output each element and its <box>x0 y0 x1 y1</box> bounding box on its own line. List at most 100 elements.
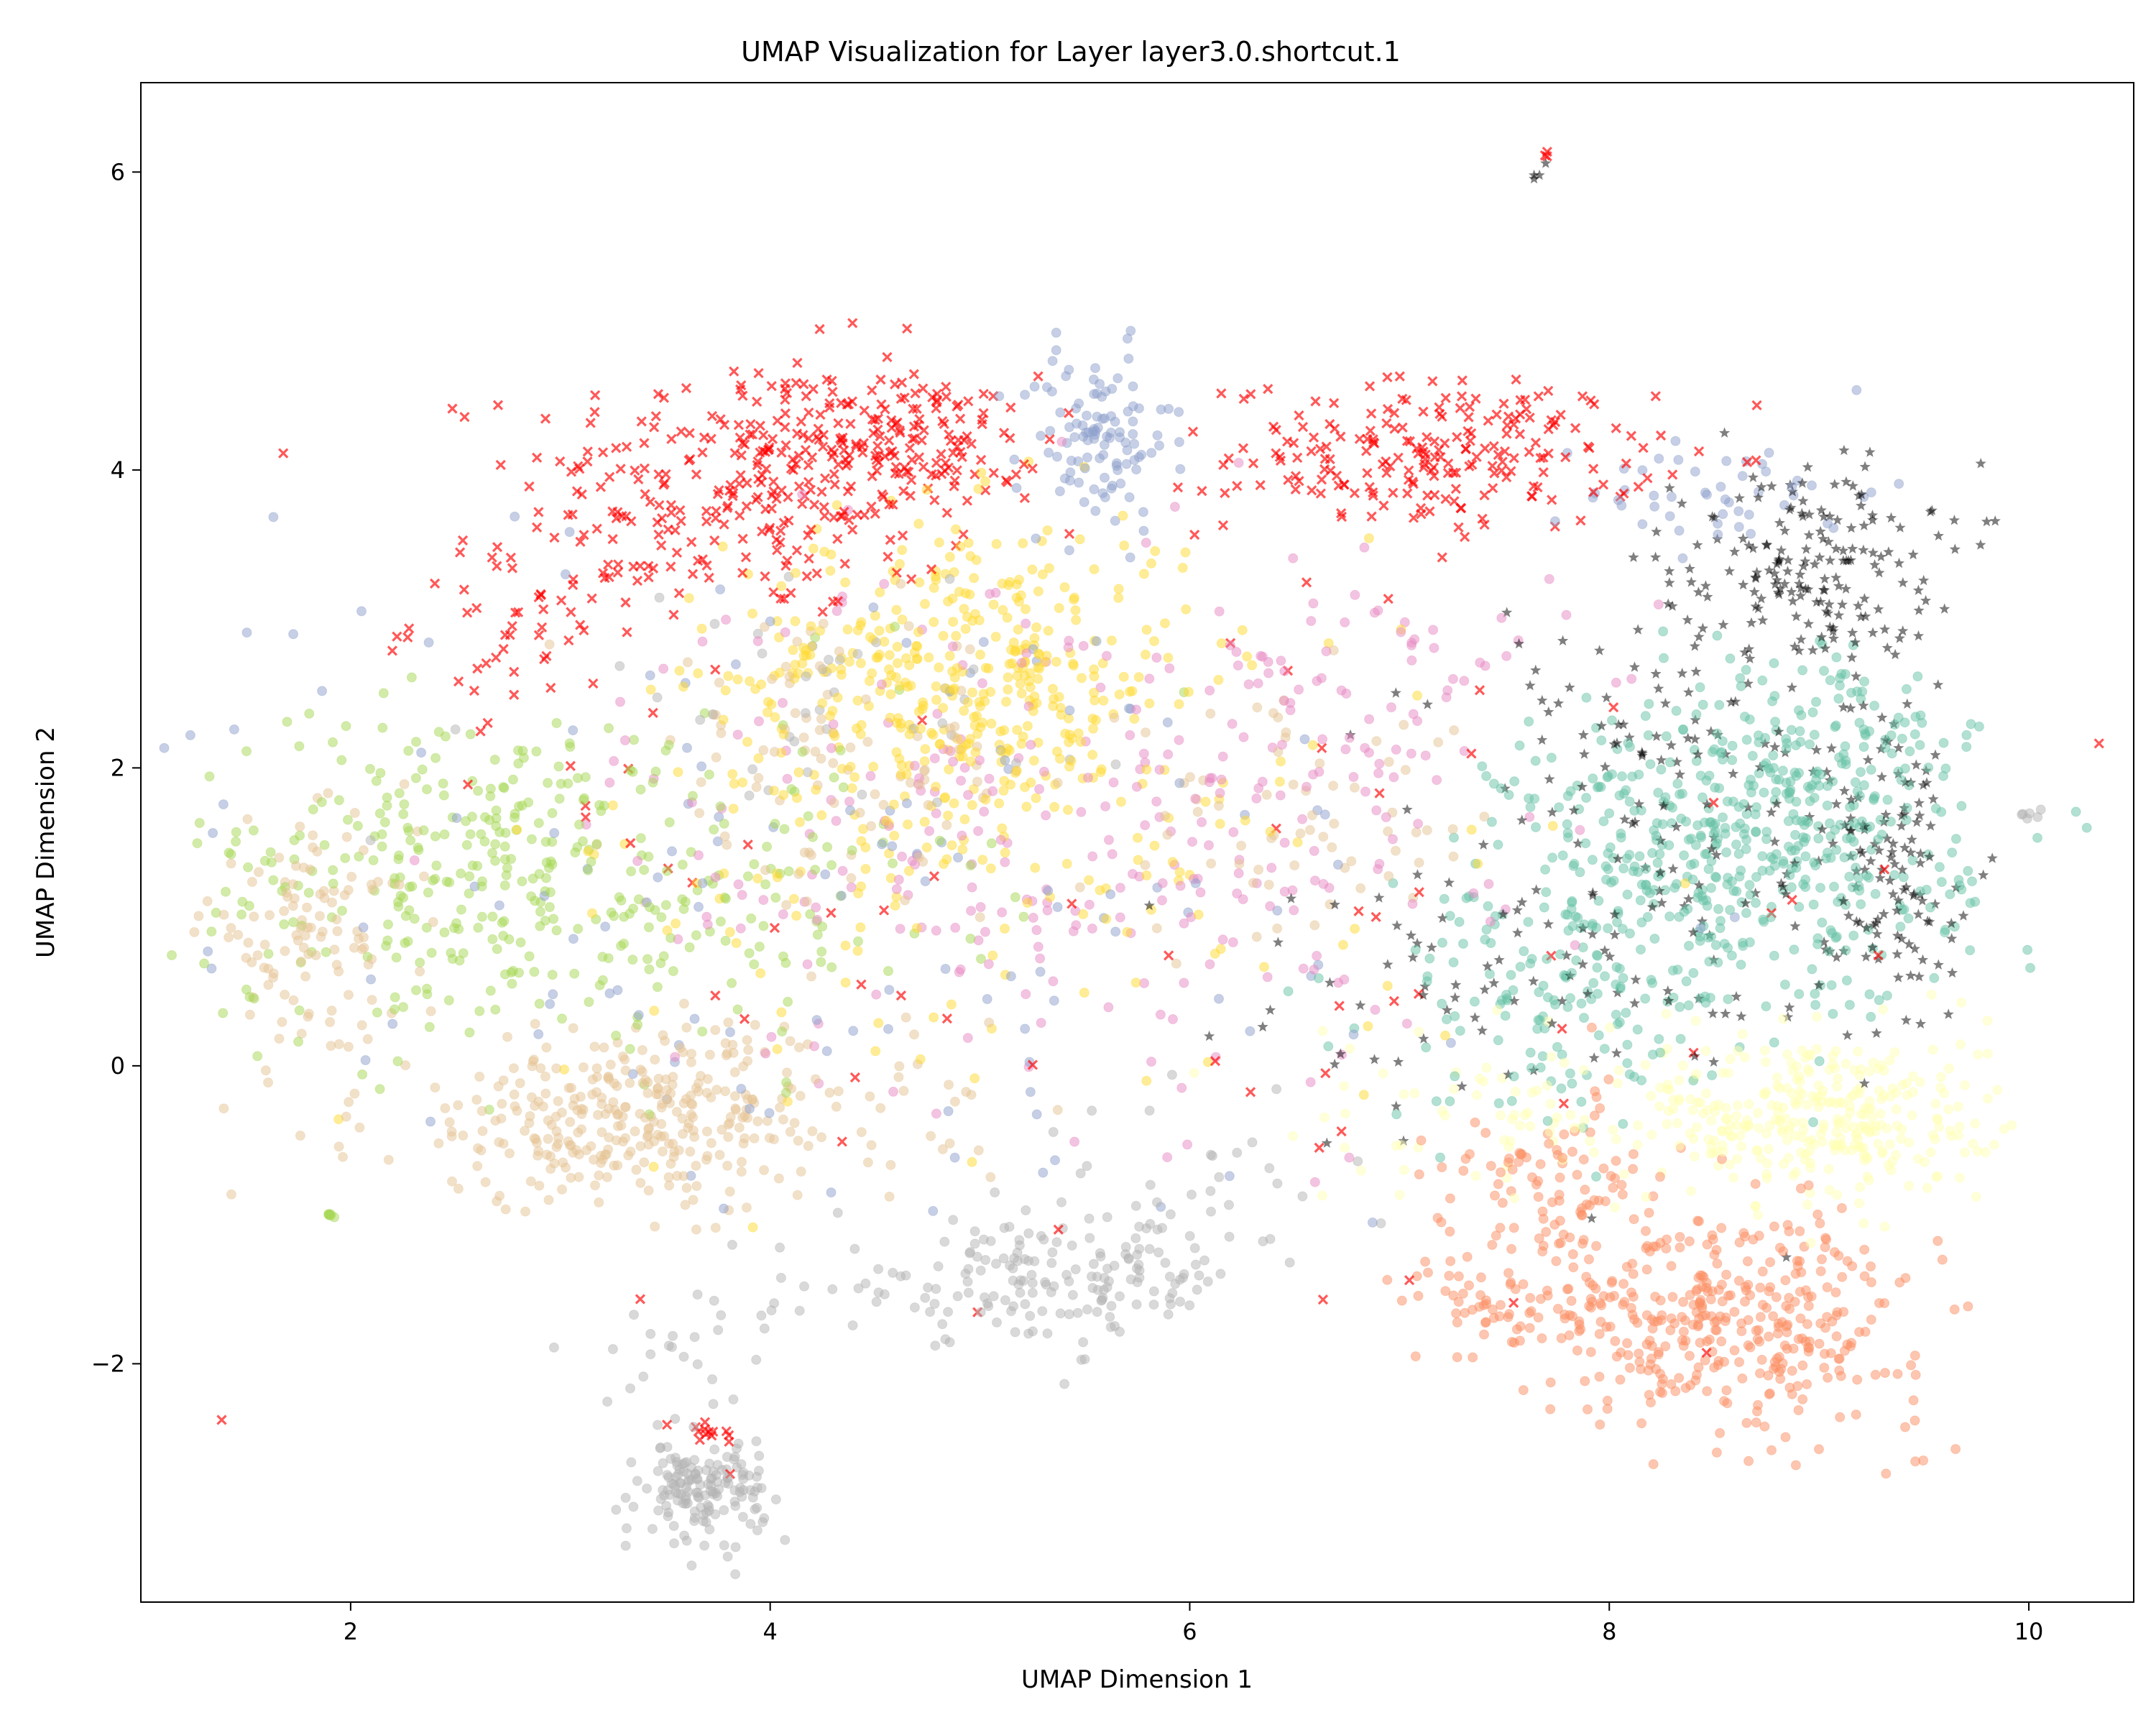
scatter-point-series-10 <box>1689 733 1701 745</box>
scatter-point-series-5 <box>446 1126 457 1137</box>
scatter-point-series-1 <box>1721 456 1732 466</box>
scatter-point-series-6 <box>1084 1233 1095 1243</box>
scatter-point-series-2 <box>904 660 915 671</box>
scatter-point-series-7 <box>1634 851 1645 862</box>
scatter-point-series-2 <box>849 772 860 783</box>
scatter-point-series-1 <box>1047 356 1058 367</box>
scatter-point-series-5 <box>1162 829 1173 840</box>
scatter-point-series-0 <box>758 430 769 441</box>
scatter-point-series-2 <box>885 689 896 699</box>
scatter-point-series-9 <box>1897 1124 1907 1135</box>
scatter-point-series-5 <box>816 714 826 724</box>
scatter-point-series-1 <box>715 584 726 594</box>
scatter-point-series-2 <box>1069 592 1079 603</box>
scatter-point-series-2 <box>1084 875 1095 886</box>
scatter-point-series-2 <box>855 658 866 668</box>
scatter-point-series-3 <box>1233 457 1244 468</box>
scatter-point-series-2 <box>1055 702 1066 713</box>
scatter-point-series-0 <box>937 415 948 427</box>
scatter-point-series-10 <box>1731 990 1742 1002</box>
scatter-point-series-3 <box>1475 657 1485 668</box>
scatter-point-series-8 <box>1595 1103 1606 1113</box>
scatter-point-series-7 <box>1768 854 1779 865</box>
scatter-point-series-8 <box>1537 1246 1548 1257</box>
scatter-point-series-10 <box>1899 808 1910 819</box>
scatter-point-series-6 <box>653 1466 663 1476</box>
scatter-point-series-3 <box>1263 668 1274 678</box>
scatter-point-series-3 <box>1373 864 1383 875</box>
scatter-point-series-5 <box>303 1008 314 1019</box>
scatter-point-series-5 <box>862 1157 873 1168</box>
scatter-point-series-8 <box>1793 1405 1804 1415</box>
scatter-point-series-1 <box>1066 456 1077 466</box>
scatter-point-series-3 <box>632 855 643 866</box>
scatter-point-series-3 <box>1228 827 1239 837</box>
scatter-point-series-5 <box>701 1154 711 1165</box>
scatter-point-series-7 <box>1893 766 1904 777</box>
scatter-point-series-4 <box>282 717 292 727</box>
scatter-point-series-5 <box>259 939 270 950</box>
scatter-point-series-8 <box>1755 1368 1765 1379</box>
scatter-point-series-1 <box>451 813 462 824</box>
scatter-point-series-4 <box>405 835 416 846</box>
scatter-point-series-9 <box>1955 1039 1966 1050</box>
scatter-point-series-8 <box>1771 1292 1782 1302</box>
scatter-point-series-1 <box>1069 432 1080 443</box>
scatter-point-series-7 <box>1803 816 1813 827</box>
scatter-point-series-8 <box>1755 1312 1766 1322</box>
scatter-point-series-7 <box>1741 665 1751 675</box>
scatter-point-series-8 <box>1709 1362 1720 1373</box>
scatter-point-series-3 <box>1253 678 1263 689</box>
scatter-point-series-3 <box>721 615 732 625</box>
scatter-point-series-3 <box>1420 750 1431 761</box>
scatter-point-series-8 <box>1647 1323 1658 1334</box>
scatter-point-series-5 <box>1052 1105 1063 1116</box>
scatter-point-series-3 <box>758 895 769 906</box>
scatter-point-series-8 <box>1704 1334 1715 1345</box>
scatter-point-series-9 <box>1733 1046 1743 1056</box>
scatter-point-series-2 <box>918 697 928 708</box>
scatter-point-series-3 <box>1321 646 1332 657</box>
scatter-point-series-10 <box>1632 624 1644 635</box>
scatter-point-series-6 <box>692 1359 703 1370</box>
scatter-point-series-7 <box>1777 765 1788 776</box>
scatter-point-series-3 <box>1238 894 1248 905</box>
scatter-point-series-10 <box>1508 995 1520 1006</box>
scatter-point-series-6 <box>1145 1179 1156 1190</box>
scatter-point-series-6 <box>1152 1197 1162 1208</box>
scatter-point-series-3 <box>1348 772 1359 782</box>
scatter-point-series-8 <box>1852 1374 1863 1385</box>
scatter-point-series-5 <box>1383 871 1394 881</box>
scatter-point-series-5 <box>296 956 307 967</box>
scatter-point-series-2 <box>919 756 930 767</box>
scatter-point-series-4 <box>650 905 660 916</box>
scatter-point-series-7 <box>1909 729 1920 740</box>
scatter-point-series-1 <box>667 846 677 857</box>
scatter-point-series-0 <box>512 607 524 617</box>
scatter-point-series-9 <box>1879 1221 1890 1232</box>
scatter-point-series-8 <box>1478 1300 1489 1310</box>
scatter-point-series-5 <box>724 1186 735 1197</box>
scatter-point-series-0 <box>715 414 726 425</box>
scatter-point-series-3 <box>1447 673 1458 684</box>
scatter-point-series-5 <box>541 1042 552 1053</box>
scatter-point-series-10 <box>1650 668 1662 679</box>
scatter-point-series-6 <box>652 692 663 703</box>
scatter-point-series-8 <box>1420 1256 1431 1267</box>
scatter-point-series-0 <box>797 498 808 510</box>
scatter-point-series-4 <box>547 837 558 847</box>
scatter-point-series-8 <box>1468 1352 1478 1363</box>
scatter-point-series-3 <box>1386 702 1396 713</box>
scatter-point-series-0 <box>1382 403 1393 415</box>
scatter-point-series-7 <box>1967 876 1977 887</box>
scatter-point-series-3 <box>615 696 625 707</box>
scatter-point-series-8 <box>1866 1277 1876 1287</box>
scatter-point-series-2 <box>914 577 925 588</box>
scatter-point-series-4 <box>464 888 474 899</box>
scatter-point-series-6 <box>991 1259 1001 1269</box>
scatter-point-series-3 <box>1373 605 1383 616</box>
scatter-point-series-6 <box>653 1420 663 1430</box>
scatter-point-series-3 <box>1316 673 1327 684</box>
scatter-point-series-7 <box>1525 801 1536 812</box>
scatter-point-series-4 <box>565 742 576 752</box>
